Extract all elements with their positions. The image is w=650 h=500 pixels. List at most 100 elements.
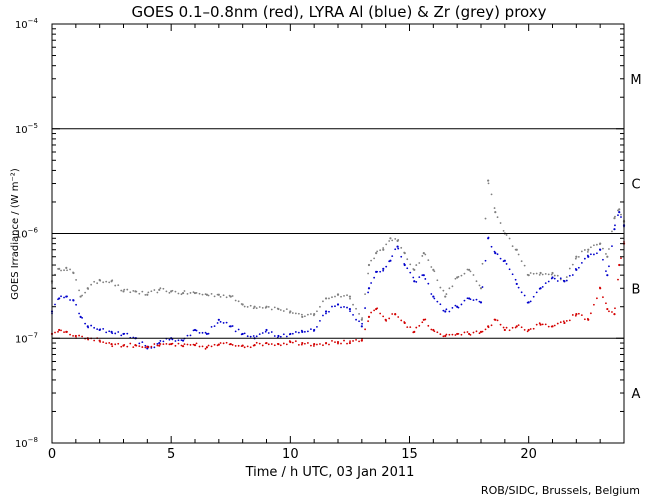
data-point (352, 303, 354, 306)
data-point (544, 272, 547, 275)
data-point (313, 313, 316, 316)
data-point (300, 343, 303, 346)
data-point (110, 342, 113, 346)
data-point (150, 290, 153, 293)
data-point (255, 307, 258, 310)
data-point (279, 309, 282, 311)
data-point (515, 325, 518, 328)
data-point (102, 327, 105, 330)
data-point (496, 216, 499, 219)
data-point (258, 342, 261, 345)
data-point (551, 325, 554, 328)
data-point (444, 334, 447, 338)
data-point (472, 299, 475, 302)
data-point (66, 269, 68, 272)
data-point (460, 274, 463, 277)
data-point (93, 339, 96, 342)
data-point (201, 345, 204, 348)
y-tick-label: 10−5 (15, 122, 38, 136)
data-point (261, 344, 264, 347)
data-point (532, 295, 535, 298)
data-point (219, 342, 222, 344)
data-point (539, 323, 542, 326)
data-point (361, 322, 363, 325)
data-point (562, 320, 565, 323)
data-point (336, 303, 340, 306)
data-point (418, 324, 421, 327)
data-point (487, 182, 490, 185)
data-point (481, 286, 484, 288)
data-point (596, 243, 598, 246)
data-point (78, 334, 80, 337)
data-point (389, 259, 392, 262)
data-point (523, 294, 526, 297)
data-point (427, 259, 430, 261)
data-point (508, 237, 511, 240)
data-point (571, 263, 574, 266)
data-point (547, 273, 550, 276)
data-point (303, 315, 306, 318)
flare-class-lines (52, 128, 624, 339)
data-point (340, 342, 342, 345)
y-tick-exponent: −4 (28, 17, 39, 25)
data-point (291, 341, 294, 344)
data-point (331, 305, 333, 308)
data-point (183, 290, 186, 292)
data-point (611, 245, 613, 248)
data-point (279, 344, 282, 347)
data-point (490, 193, 493, 196)
data-point (84, 291, 87, 294)
data-point (114, 332, 117, 335)
data-point (193, 291, 197, 295)
data-point (324, 310, 328, 313)
data-point (181, 345, 185, 348)
data-point (144, 344, 147, 347)
data-point (126, 288, 129, 291)
data-point (436, 331, 439, 334)
data-point (114, 284, 117, 287)
data-point (237, 328, 240, 331)
data-point (472, 331, 475, 334)
data-point (442, 335, 445, 338)
y-tick-exponent: −5 (28, 122, 38, 130)
data-point (81, 316, 84, 319)
data-point (517, 253, 520, 256)
data-point (229, 342, 232, 346)
data-point (568, 267, 571, 270)
data-point (379, 249, 382, 252)
data-point (553, 324, 556, 327)
data-point (503, 259, 506, 262)
data-point (120, 345, 123, 348)
data-point (249, 335, 252, 338)
y-tick-label: 10−8 (15, 436, 38, 450)
data-point (388, 317, 391, 320)
data-point (527, 274, 530, 277)
data-point (310, 313, 312, 315)
data-point (580, 314, 583, 317)
data-point (186, 292, 189, 295)
data-point (352, 340, 354, 342)
data-point (466, 268, 469, 271)
data-point (575, 268, 578, 271)
data-point (58, 297, 61, 300)
data-point (360, 339, 363, 342)
data-point (146, 345, 149, 348)
data-point (75, 303, 77, 306)
data-point (514, 278, 517, 281)
data-point (207, 344, 210, 347)
data-point (611, 230, 613, 233)
data-point (487, 325, 490, 328)
data-point (400, 255, 403, 258)
data-point (413, 280, 416, 283)
data-point (255, 335, 258, 338)
data-point (306, 342, 309, 344)
data-point (168, 343, 171, 346)
data-point (153, 289, 156, 291)
data-point (282, 333, 285, 336)
data-point (229, 325, 232, 328)
data-point (478, 284, 481, 287)
data-point (273, 335, 276, 337)
data-point (418, 276, 421, 279)
data-point (375, 270, 378, 273)
data-point (445, 308, 448, 311)
